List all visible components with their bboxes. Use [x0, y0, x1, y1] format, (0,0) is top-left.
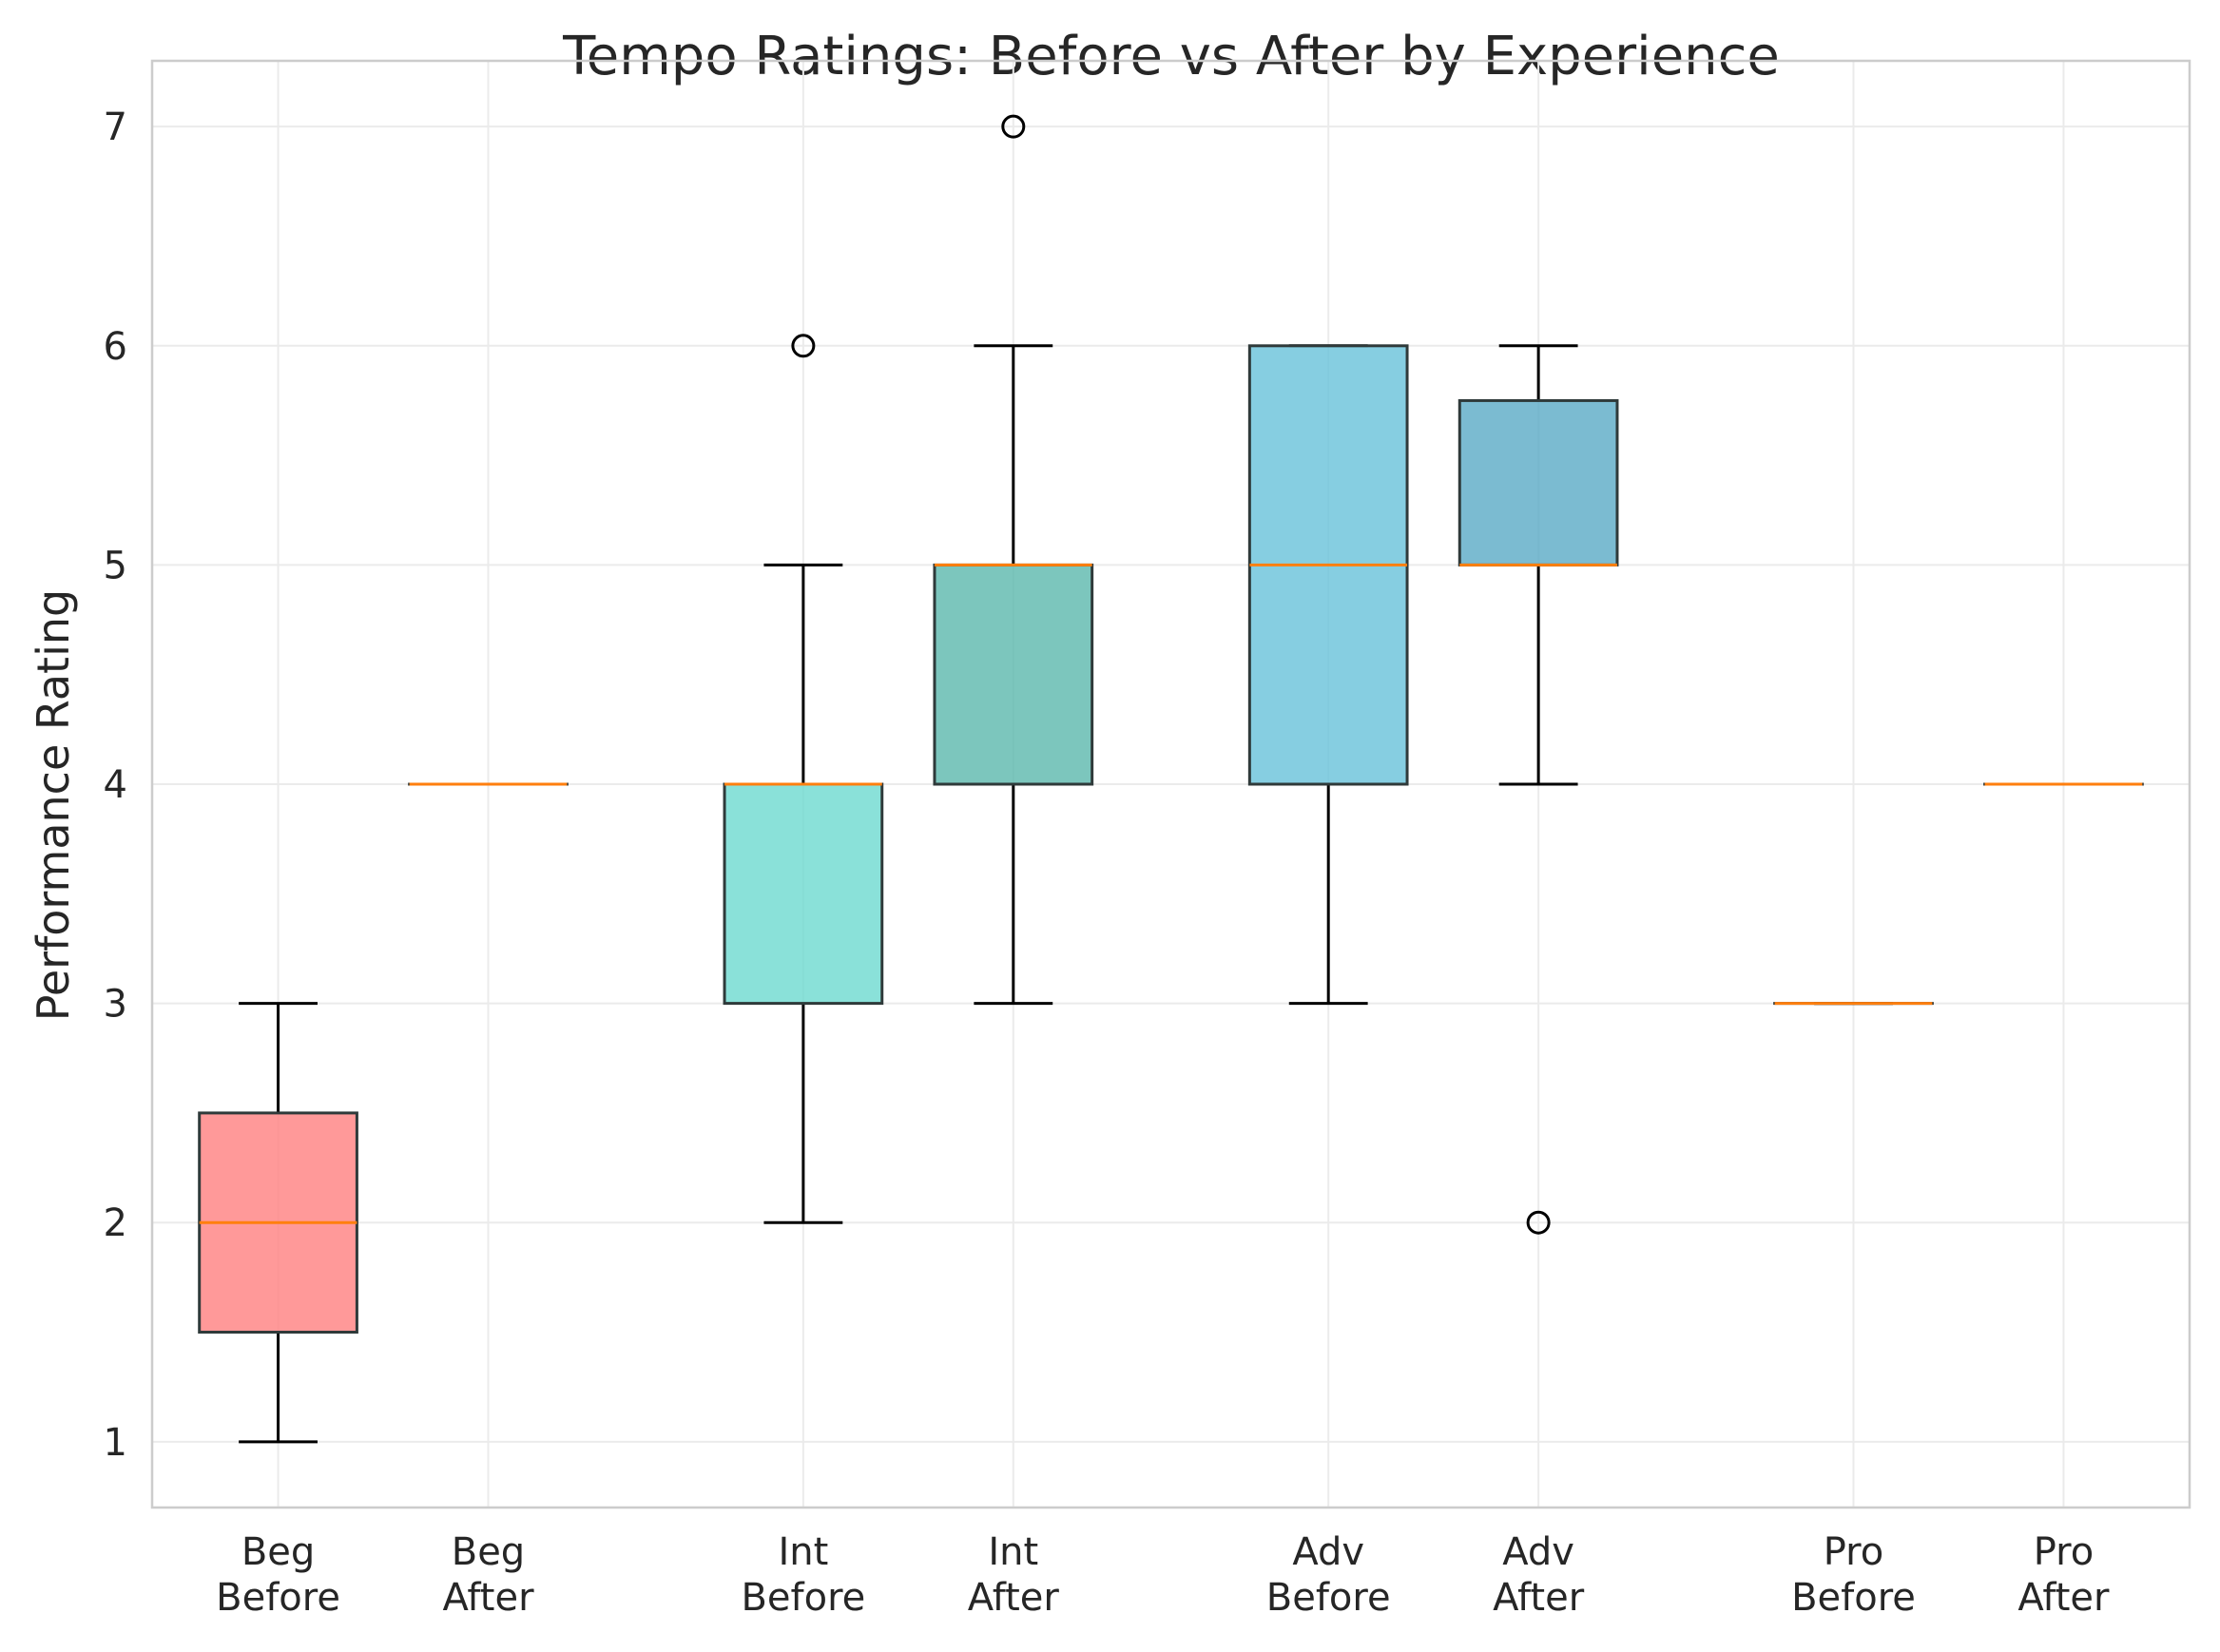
x-tick-label: Beg	[241, 1530, 315, 1574]
outlier-point	[1526, 1210, 1551, 1235]
x-tick-label: Pro	[1824, 1530, 1883, 1574]
y-tick-label: 3	[104, 983, 127, 1027]
y-tick-label: 4	[104, 763, 127, 807]
x-tick-label: Pro	[2034, 1530, 2094, 1574]
boxes	[198, 114, 2144, 1444]
outlier-point	[1001, 114, 1026, 139]
x-tick-label: After	[442, 1576, 534, 1620]
y-tick-label: 1	[104, 1421, 127, 1465]
x-tick-label: Before	[741, 1576, 865, 1620]
x-tick-label: Int	[778, 1530, 828, 1574]
y-tick-label: 6	[104, 325, 127, 369]
box-adv-after	[1457, 344, 1619, 1235]
box-int-after	[933, 114, 1094, 1006]
x-tick-label: After	[2017, 1576, 2110, 1620]
x-tick-label: After	[968, 1576, 1060, 1620]
x-tick-label: After	[1493, 1576, 1585, 1620]
chart-title: Tempo Ratings: Before vs After by Experi…	[562, 26, 1780, 87]
iqr-box	[933, 563, 1094, 786]
plot-frame	[150, 59, 2191, 1509]
x-tick-label: Before	[1791, 1576, 1916, 1620]
outlier-point	[791, 334, 816, 358]
x-tick-label: Adv	[1292, 1530, 1364, 1574]
y-tick-label: 7	[104, 106, 127, 149]
x-tick-label: Int	[988, 1530, 1038, 1574]
iqr-box	[723, 782, 884, 1006]
x-tick-label: Before	[1266, 1576, 1391, 1620]
tick-labels: 1234567BegBeforeBegAfterIntBeforeIntAfte…	[104, 106, 2110, 1620]
iqr-box	[1457, 398, 1619, 567]
y-tick-label: 5	[104, 544, 127, 587]
x-tick-label: Before	[216, 1576, 340, 1620]
box-beg-before	[198, 1002, 358, 1444]
x-tick-label: Adv	[1502, 1530, 1574, 1574]
y-axis-label: Performance Rating	[28, 589, 79, 1021]
y-tick-label: 2	[104, 1201, 127, 1245]
x-tick-label: Beg	[452, 1530, 525, 1574]
box-adv-before	[1247, 344, 1409, 1006]
box-int-before	[723, 334, 884, 1224]
